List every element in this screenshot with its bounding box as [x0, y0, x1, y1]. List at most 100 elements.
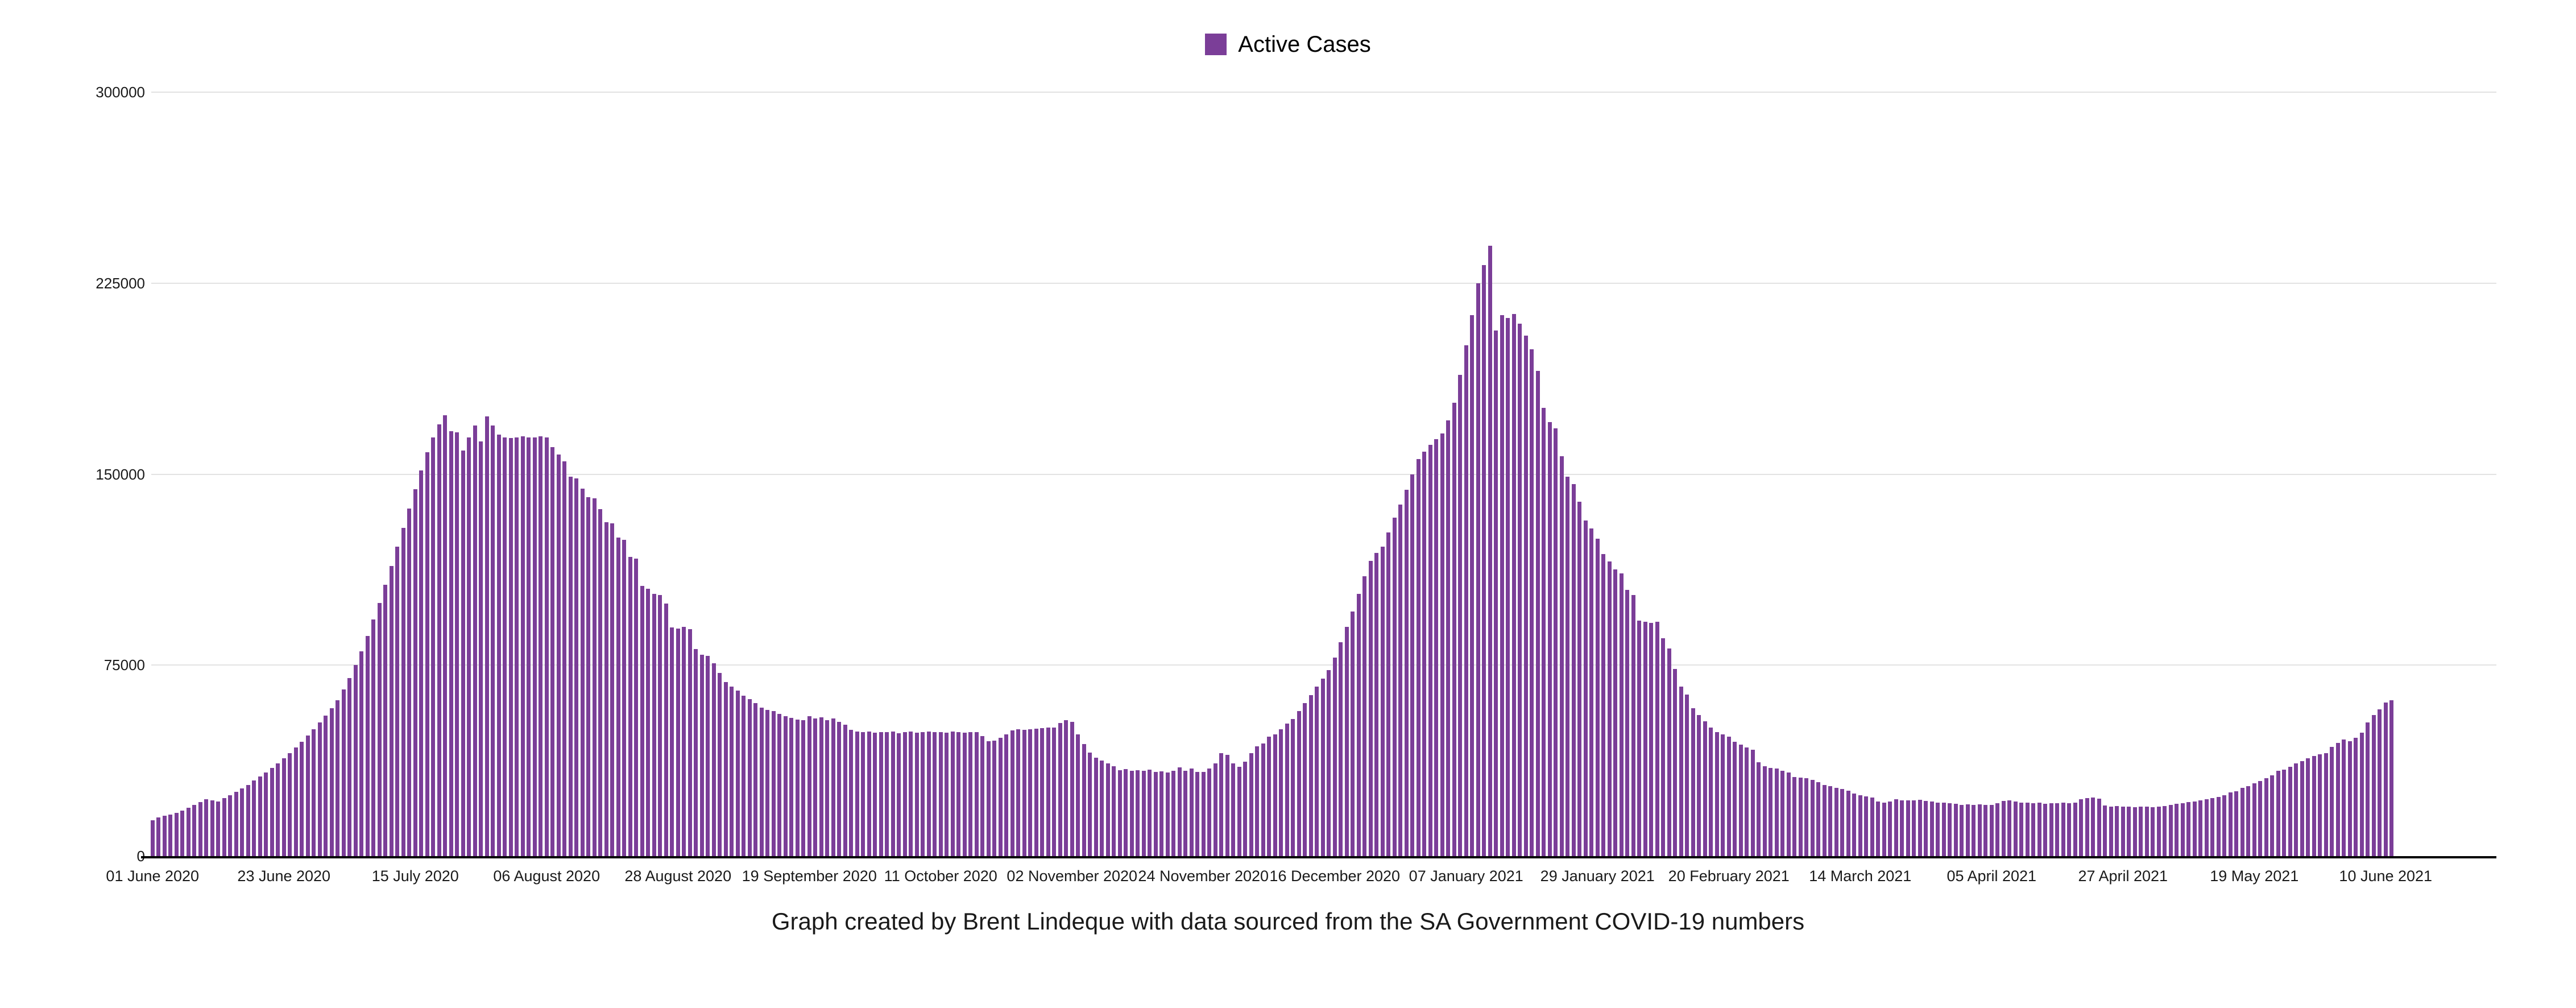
bar [425, 452, 429, 856]
bar [1804, 778, 1809, 856]
bar [1464, 345, 1468, 856]
bar [664, 603, 668, 856]
bar [2335, 742, 2340, 856]
bar [1404, 489, 1409, 856]
bar [706, 655, 710, 856]
bar [1667, 648, 1671, 856]
bar [1607, 561, 1612, 856]
bar [1977, 804, 1982, 856]
bar [855, 731, 859, 856]
bar [598, 509, 603, 856]
bar [281, 758, 286, 856]
bar [1255, 746, 1260, 856]
bar [1070, 721, 1074, 856]
bar [1016, 729, 1021, 856]
bar [777, 713, 782, 856]
bar [1960, 804, 1964, 856]
bar [1177, 767, 1182, 856]
bar [1219, 753, 1224, 856]
bar [2073, 803, 2077, 856]
bar [1440, 433, 1444, 856]
bar [2312, 756, 2316, 856]
bar [329, 708, 334, 856]
bar [1315, 687, 1319, 856]
bar [2049, 803, 2053, 856]
bar [2240, 788, 2244, 856]
bar [1392, 518, 1397, 856]
bar [1900, 800, 1904, 856]
x-axis-tick-label: 11 October 2020 [884, 867, 997, 885]
x-axis-tick-label: 19 May 2021 [2210, 867, 2299, 885]
bar [1810, 780, 1815, 856]
bar [527, 437, 531, 856]
bar [1846, 790, 1850, 856]
bar [1965, 804, 1970, 856]
bar [1655, 622, 1659, 856]
bar [1380, 547, 1385, 856]
bar [491, 425, 495, 856]
bar [2186, 802, 2191, 856]
bar [1105, 763, 1110, 856]
bar [2037, 803, 2041, 856]
bar [1422, 452, 1427, 856]
bar [1231, 763, 1236, 856]
bar [861, 732, 865, 856]
bar [1267, 737, 1272, 856]
bar [1410, 474, 1415, 856]
bar [604, 522, 608, 856]
bar [962, 732, 967, 856]
bar [694, 648, 698, 856]
bar [1834, 787, 1838, 856]
x-axis-tick-label: 16 December 2020 [1269, 867, 1401, 885]
bar [933, 732, 937, 856]
bar [1840, 788, 1845, 856]
bar [1535, 371, 1540, 856]
bar [222, 798, 226, 856]
bar [317, 722, 322, 856]
bar [1631, 595, 1635, 856]
bar [401, 527, 405, 856]
bar [699, 654, 704, 856]
bar [156, 817, 161, 856]
bar [2294, 763, 2298, 856]
x-axis-tick-label: 29 January 2021 [1540, 867, 1655, 885]
bar [938, 732, 943, 856]
bar [288, 753, 292, 856]
bar [1351, 612, 1355, 856]
bar [1774, 769, 1779, 856]
bar [1941, 803, 1946, 856]
bar [168, 814, 173, 856]
bar [1571, 484, 1576, 856]
bar [1398, 505, 1403, 856]
bar [1697, 714, 1701, 856]
x-axis-tick-label: 10 June 2021 [2339, 867, 2433, 885]
bar [1554, 428, 1558, 856]
bar [336, 700, 340, 856]
bar [467, 437, 471, 856]
bar [1171, 770, 1176, 856]
bar [1679, 687, 1683, 856]
bar [1458, 374, 1463, 856]
bar [735, 691, 740, 856]
bar [670, 627, 674, 856]
bar [1566, 477, 1570, 856]
bar [580, 489, 585, 856]
bar [1613, 569, 1618, 856]
bar [1876, 801, 1881, 856]
bar [1691, 708, 1695, 856]
bar [1500, 315, 1504, 856]
bar [174, 813, 179, 856]
bar [2234, 791, 2239, 856]
bar [1285, 724, 1289, 856]
bar [1058, 723, 1062, 856]
bar [377, 602, 382, 856]
bar [807, 716, 811, 856]
bar [1159, 771, 1164, 856]
bar [646, 588, 651, 856]
gridline [151, 473, 2496, 475]
bar [1577, 501, 1582, 856]
bar [1112, 766, 1116, 856]
bar [2288, 766, 2292, 856]
bar [359, 651, 364, 856]
bar [1249, 753, 1253, 856]
